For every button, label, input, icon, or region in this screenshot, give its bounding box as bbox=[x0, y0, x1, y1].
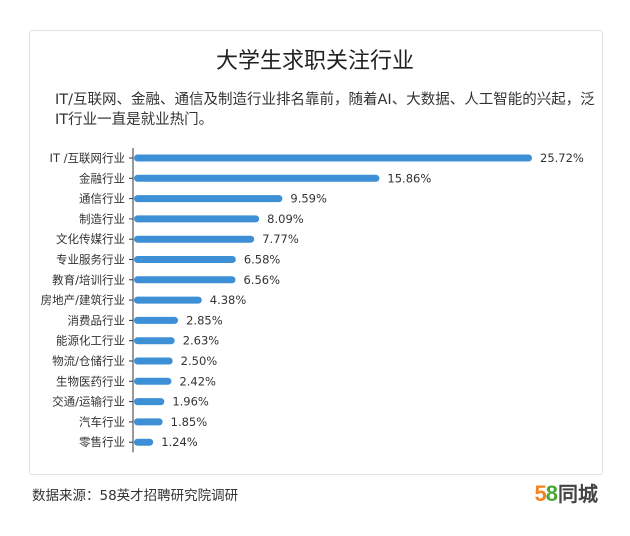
bar bbox=[134, 296, 202, 304]
brand-logo: 58 同城 bbox=[535, 481, 599, 507]
data-source: 数据来源：58英才招聘研究院调研 bbox=[32, 488, 239, 504]
value-label: 25.72% bbox=[540, 151, 584, 165]
category-label: 零售行业 bbox=[79, 435, 125, 449]
brand-logo-text: 同城 bbox=[558, 482, 598, 506]
value-label: 2.63% bbox=[183, 334, 220, 348]
bar bbox=[134, 357, 173, 365]
bar bbox=[134, 377, 172, 385]
category-label: 房地产/建筑行业 bbox=[41, 293, 125, 307]
chart-card bbox=[29, 30, 603, 475]
value-label: 1.85% bbox=[171, 415, 208, 429]
value-label: 1.24% bbox=[161, 435, 198, 449]
category-label: 物流/仓储行业 bbox=[52, 354, 125, 368]
category-label: 金融行业 bbox=[79, 171, 125, 185]
value-label: 15.86% bbox=[387, 171, 431, 185]
value-label: 2.42% bbox=[179, 374, 216, 388]
value-label: 2.85% bbox=[186, 313, 223, 327]
category-label: 文化传媒行业 bbox=[56, 232, 125, 246]
category-label: 能源化工行业 bbox=[56, 334, 125, 348]
value-label: 2.50% bbox=[181, 354, 218, 368]
bar bbox=[134, 276, 236, 284]
value-label: 8.09% bbox=[267, 212, 304, 226]
bar bbox=[134, 256, 236, 263]
bar bbox=[134, 337, 175, 345]
chart-title: 大学生求职关注行业 bbox=[215, 49, 414, 74]
value-label: 4.38% bbox=[210, 293, 247, 307]
value-label: 7.77% bbox=[262, 232, 299, 246]
bar bbox=[134, 195, 283, 203]
bar bbox=[134, 235, 255, 243]
value-label: 6.58% bbox=[244, 253, 281, 267]
bar bbox=[134, 174, 380, 182]
bar bbox=[134, 398, 165, 406]
category-label: 汽车行业 bbox=[79, 415, 125, 429]
value-label: 6.56% bbox=[244, 273, 281, 287]
category-label: 制造行业 bbox=[79, 212, 125, 226]
value-label: 9.59% bbox=[290, 192, 327, 206]
brand-digit-five: 5 bbox=[534, 481, 547, 506]
brand-digit-eight: 8 bbox=[545, 481, 558, 506]
value-label: 1.96% bbox=[172, 395, 209, 409]
brand-logo-number: 58 bbox=[534, 481, 559, 507]
category-label: 专业服务行业 bbox=[56, 253, 125, 267]
category-label: 消费品行业 bbox=[68, 313, 126, 327]
bar bbox=[134, 316, 179, 324]
category-label: 通信行业 bbox=[79, 192, 125, 206]
category-label: 生物医药行业 bbox=[56, 374, 125, 388]
chart-subtitle: IT/互联网、金融、通信及制造行业排名靠前，随着AI、大数据、人工智能的兴起，泛… bbox=[55, 92, 595, 128]
bar bbox=[134, 154, 532, 162]
bar bbox=[134, 215, 260, 223]
category-label: 教育/培训行业 bbox=[52, 273, 125, 287]
category-label: IT /互联网行业 bbox=[50, 151, 125, 165]
bar bbox=[134, 438, 154, 446]
category-label: 交通/运输行业 bbox=[52, 395, 125, 409]
bar bbox=[134, 418, 163, 426]
